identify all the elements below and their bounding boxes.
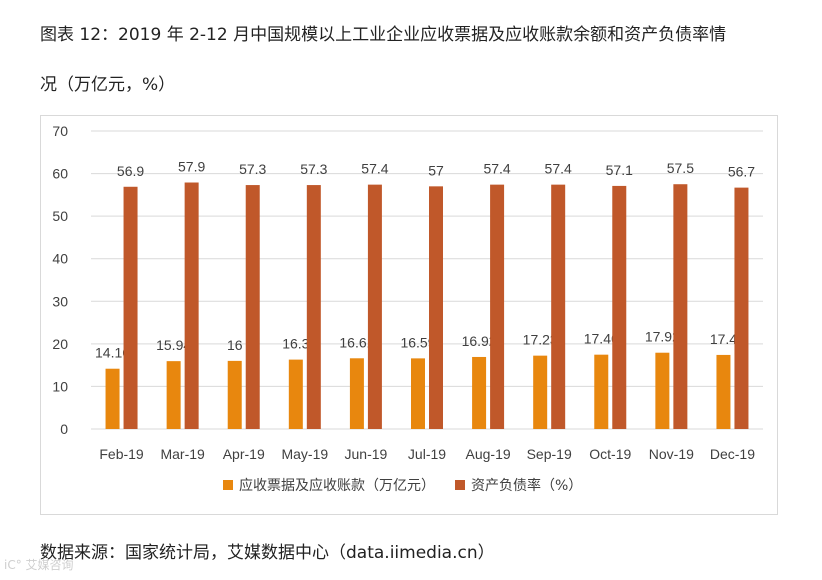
- x-tick-label: May-19: [281, 446, 328, 462]
- y-tick-label: 50: [52, 208, 68, 224]
- data-label-series-1: 16: [227, 337, 243, 353]
- bar-series-2: [429, 186, 443, 429]
- bar-series-1: [594, 354, 609, 429]
- data-label-series-2: 56.7: [728, 164, 755, 180]
- bar-series-2: [123, 186, 138, 429]
- data-label-series-1: 17.23: [523, 332, 558, 348]
- bar-series-1: [533, 355, 548, 429]
- y-tick-label: 20: [52, 336, 68, 352]
- bar-chart: 0 10 20 30 40 50 60 70 14.16 15.94 16 16.3 16.61 16.5…: [52, 123, 763, 494]
- x-tick-label: Apr-19: [223, 446, 265, 462]
- data-label-series-2: 57: [428, 162, 444, 178]
- bar-series-2: [734, 187, 749, 429]
- y-tick-label: 10: [52, 378, 68, 394]
- legend-swatch-series-2: [455, 480, 465, 490]
- data-label-series-1: 17.92: [645, 329, 680, 345]
- y-tick-label: 70: [52, 123, 68, 139]
- y-tick-label: 40: [52, 251, 68, 267]
- x-tick-label: Aug-19: [466, 446, 511, 462]
- data-label-series-1: 16.59: [400, 334, 435, 350]
- chart-frame: 0 10 20 30 40 50 60 70 14.16 15.94 16 16.3 16.61 16.5…: [40, 115, 778, 515]
- x-tick-label: Dec-19: [710, 446, 755, 462]
- data-label-series-1: 16.61: [339, 334, 374, 350]
- data-label-series-1: 17.4: [710, 331, 737, 347]
- watermark-logo: iC° 艾媒咨询: [4, 558, 74, 572]
- x-tick-label: Nov-19: [649, 446, 694, 462]
- data-label-series-2: 57.5: [667, 160, 694, 176]
- data-label-series-1: 16.3: [282, 336, 309, 352]
- bar-series-2: [184, 182, 199, 429]
- y-tick-label: 30: [52, 293, 68, 309]
- data-label-series-1: 16.92: [462, 333, 497, 349]
- x-tick-label: Jul-19: [408, 446, 446, 462]
- x-tick-label: Mar-19: [160, 446, 205, 462]
- x-tick-label: Feb-19: [99, 446, 144, 462]
- bar-series-1: [105, 368, 120, 429]
- bar-series-2: [673, 184, 688, 429]
- x-tick-label: Jun-19: [345, 446, 388, 462]
- data-label-series-2: 57.1: [606, 162, 633, 178]
- data-label-series-2: 57.4: [361, 161, 388, 177]
- data-label-series-2: 57.4: [545, 161, 572, 177]
- bar-series-1: [288, 359, 303, 429]
- bar-series-1: [166, 361, 181, 429]
- data-label-series-1: 14.16: [95, 345, 130, 361]
- legend-label-series-2: 资产负债率（%）: [471, 477, 582, 494]
- bar-series-2: [490, 184, 505, 429]
- bar-series-1: [716, 354, 731, 429]
- bar-series-2: [367, 184, 382, 429]
- legend-label-series-1: 应收票据及应收账款（万亿元）: [239, 477, 435, 494]
- bar-series-1: [655, 352, 670, 429]
- bar-series-2: [306, 185, 321, 429]
- chart-title-line-1: 图表 12：2019 年 2-12 月中国规模以上工业企业应收票据及应收账款余额…: [40, 25, 727, 45]
- data-label-series-2: 57.4: [483, 161, 510, 177]
- legend-swatch-series-1: [223, 480, 233, 490]
- bar-series-2: [612, 185, 627, 429]
- data-label-series-2: 56.9: [117, 163, 144, 179]
- data-label-series-2: 57.9: [178, 159, 205, 175]
- data-label-series-1: 17.46: [584, 331, 619, 347]
- bar-series-2: [551, 184, 566, 429]
- data-label-series-2: 57.3: [239, 161, 266, 177]
- x-tick-label: Sep-19: [527, 446, 572, 462]
- data-label-series-1: 15.94: [156, 337, 191, 353]
- bar-series-1: [227, 360, 242, 429]
- bar-series-2: [245, 185, 260, 429]
- y-tick-label: 0: [60, 421, 68, 437]
- bar-series-1: [349, 358, 364, 429]
- data-label-series-2: 57.3: [300, 161, 327, 177]
- bar-series-1: [472, 356, 487, 429]
- chart-title-line-2: 况（万亿元，%）: [40, 75, 176, 95]
- x-tick-label: Oct-19: [589, 446, 631, 462]
- y-tick-label: 60: [52, 166, 68, 182]
- source-note: 数据来源：国家统计局，艾媒数据中心（data.iimedia.cn）: [40, 543, 495, 563]
- bar-series-1: [411, 358, 425, 429]
